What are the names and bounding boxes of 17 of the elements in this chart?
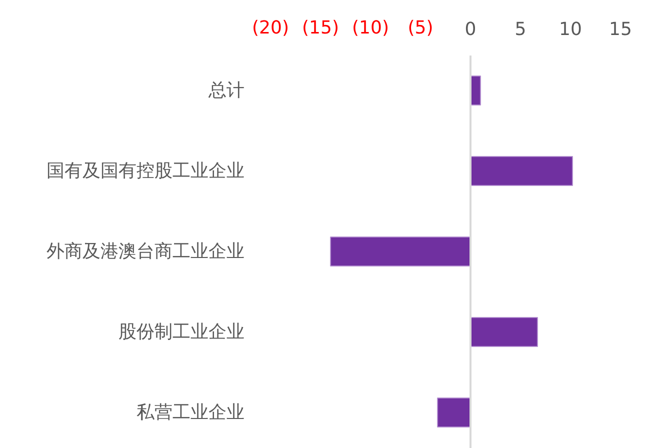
y-tick-label: 外商及港澳台商工业企业: [46, 241, 244, 262]
bar: [470, 317, 538, 348]
bar: [330, 236, 471, 267]
x-tick-label: (20): [252, 18, 289, 38]
x-tick-label: (15): [302, 18, 339, 38]
bar: [437, 398, 471, 428]
x-tick-label: (10): [352, 18, 389, 38]
y-tick-label: 股份制工业企业: [118, 322, 244, 343]
x-tick-label: 10: [559, 19, 582, 40]
bar: [470, 156, 573, 186]
x-tick-label: 5: [514, 19, 526, 40]
y-tick-label: 总计: [208, 80, 244, 102]
x-tick-label: 0: [464, 19, 476, 40]
x-tick-label: 15: [609, 19, 632, 40]
x-tick-label: (5): [408, 18, 434, 38]
y-tick-label: 国有及国有控股工业企业: [46, 160, 244, 182]
y-tick-label: 私营工业企业: [136, 402, 244, 424]
